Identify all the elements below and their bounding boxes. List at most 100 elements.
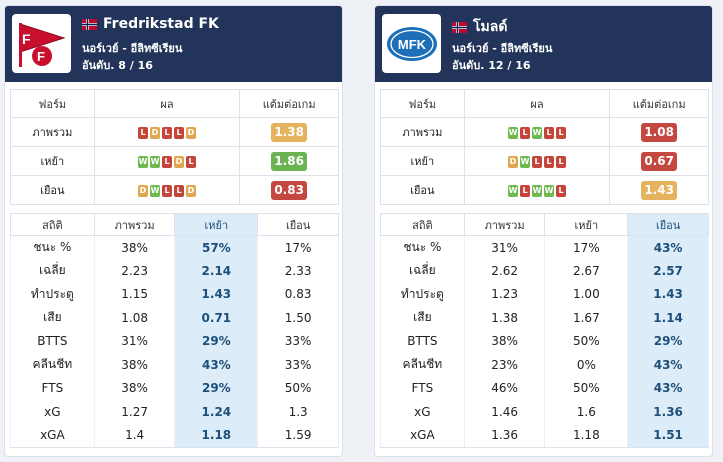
stat-label: คลีนชีท	[380, 353, 465, 377]
team-card-molde: MFK โมลด์ นอร์เวย์ - อีลิทซีเรียน อันดับ…	[374, 5, 713, 457]
stat-value: 0.83	[257, 282, 339, 306]
stat-value: 43%	[627, 235, 709, 259]
table-row: xGA 1.4 1.18 1.59	[10, 423, 339, 448]
stat-value: 50%	[257, 376, 339, 400]
stats-header: สถิติ	[10, 213, 95, 236]
form-result-pill: D	[138, 184, 148, 197]
svg-text:F: F	[22, 31, 31, 47]
stat-value: 1.15	[93, 282, 176, 306]
norway-flag-icon	[82, 18, 97, 30]
stat-value: 43%	[174, 353, 259, 377]
result-header: ผล	[93, 89, 241, 118]
table-row: เสีย 1.38 1.67 1.14	[380, 306, 709, 330]
stat-label: เฉลี่ย	[10, 259, 95, 283]
svg-text:F: F	[37, 49, 45, 64]
team-card-fredrikstad: F F Fredrikstad FK นอร์เวย์ - อีลิทซีเรี…	[4, 5, 343, 457]
table-row: เฉลี่ย 2.62 2.67 2.57	[380, 259, 709, 283]
stat-value: 38%	[93, 353, 176, 377]
overall-header: ภาพรวม	[93, 213, 176, 236]
form-row-label: เยือน	[380, 175, 465, 205]
stat-label: BTTS	[380, 329, 465, 353]
team-league[interactable]: นอร์เวย์ - อีลิทซีเรียน	[452, 42, 553, 55]
ppg-badge: 1.43	[641, 180, 677, 200]
stat-label: xG	[10, 400, 95, 424]
stat-value: 2.23	[93, 259, 176, 283]
norway-flag-icon	[452, 21, 467, 33]
form-result-pill: L	[520, 126, 530, 139]
team-header: F F Fredrikstad FK นอร์เวย์ - อีลิทซีเรี…	[5, 6, 342, 82]
stat-value: 1.38	[463, 306, 546, 330]
stat-value: 2.33	[257, 259, 339, 283]
ppg-badge: 0.67	[641, 151, 677, 171]
stat-value: 29%	[174, 376, 259, 400]
stat-value: 1.46	[463, 400, 546, 424]
fredrikstad-crest-icon: F F	[18, 22, 66, 67]
stat-label: BTTS	[10, 329, 95, 353]
table-row: เสีย 1.08 0.71 1.50	[10, 306, 339, 330]
stat-label: xGA	[10, 423, 95, 448]
stat-value: 1.59	[257, 423, 339, 448]
stat-value: 1.4	[93, 423, 176, 448]
stat-value: 17%	[257, 235, 339, 259]
stats-body: ชนะ % 31% 17% 43% เฉลี่ย 2.62 2.67 2.57 ทำประตู 1…	[380, 235, 709, 448]
stat-label: ชนะ %	[380, 235, 465, 259]
stat-value: 31%	[463, 235, 546, 259]
stat-label: เสีย	[380, 306, 465, 330]
form-result-pill: W	[520, 155, 530, 168]
table-row: ชนะ % 31% 17% 43%	[380, 235, 709, 259]
stat-value: 1.43	[627, 282, 709, 306]
form-row-label: เหย้า	[380, 146, 465, 176]
table-row: คลีนชีท 38% 43% 33%	[10, 353, 339, 377]
stat-value: 1.08	[93, 306, 176, 330]
stat-value: 1.18	[544, 423, 629, 448]
form-row-label: เยือน	[10, 175, 95, 205]
form-result-pill: D	[186, 126, 196, 139]
stat-value: 1.3	[257, 400, 339, 424]
stat-label: xGA	[380, 423, 465, 448]
stat-value: 0%	[544, 353, 629, 377]
team-logo[interactable]: MFK	[382, 14, 441, 73]
form-result-pill: W	[544, 184, 554, 197]
team-header: MFK โมลด์ นอร์เวย์ - อีลิทซีเรียน อันดับ…	[375, 6, 712, 82]
stat-label: ชนะ %	[10, 235, 95, 259]
table-row: คลีนชีท 23% 0% 43%	[380, 353, 709, 377]
stat-value: 38%	[93, 235, 176, 259]
stat-value: 38%	[463, 329, 546, 353]
form-result-pill: L	[138, 126, 148, 139]
team-rank: อันดับ. 12 / 16	[452, 59, 531, 72]
ppg-badge: 1.86	[271, 151, 307, 171]
away-header: เยือน	[627, 213, 709, 236]
form-result-pill: L	[556, 126, 566, 139]
molde-crest-icon: MFK	[386, 26, 437, 61]
form-result-pill: W	[150, 184, 160, 197]
stat-value: 0.71	[174, 306, 259, 330]
stat-value: 57%	[174, 235, 259, 259]
stat-label: เสีย	[10, 306, 95, 330]
stat-value: 43%	[627, 353, 709, 377]
stat-value: 2.62	[463, 259, 546, 283]
molde-crest-text: MFK	[397, 37, 426, 52]
form-result-pill: D	[150, 126, 160, 139]
stat-value: 1.14	[627, 306, 709, 330]
team-name[interactable]: โมลด์	[473, 19, 508, 35]
team-league[interactable]: นอร์เวย์ - อีลิทซีเรียน	[82, 42, 183, 55]
team-name[interactable]: Fredrikstad FK	[103, 16, 219, 32]
form-row-label: ภาพรวม	[380, 117, 465, 147]
stats-table: สถิติ ภาพรวม เหย้า เยือน ชนะ % 38% 57% 17% เ…	[10, 213, 339, 448]
team-logo[interactable]: F F	[12, 14, 71, 73]
form-result-pill: L	[556, 184, 566, 197]
stat-value: 29%	[627, 329, 709, 353]
ppg-badge: 1.38	[271, 122, 307, 142]
stat-value: 46%	[463, 376, 546, 400]
form-header: ฟอร์ม	[10, 89, 95, 118]
form-header: ฟอร์ม	[380, 89, 465, 118]
stat-value: 50%	[544, 376, 629, 400]
table-row: xG 1.27 1.24 1.3	[10, 400, 339, 424]
stat-label: เฉลี่ย	[380, 259, 465, 283]
